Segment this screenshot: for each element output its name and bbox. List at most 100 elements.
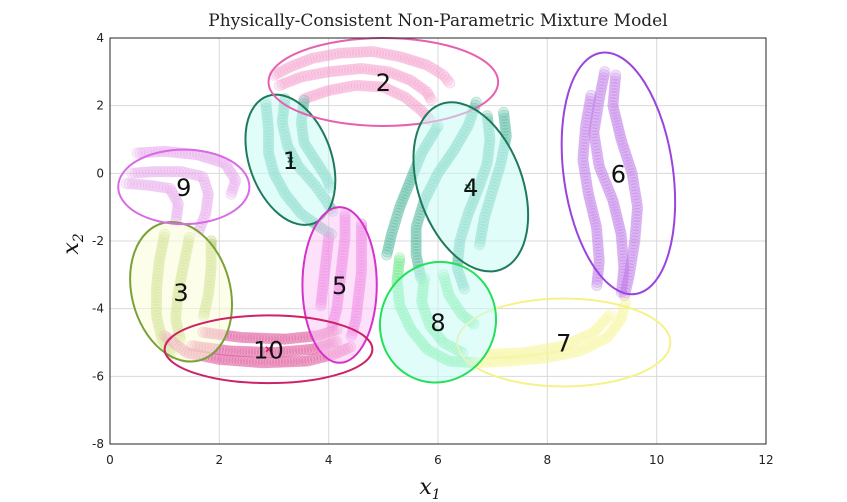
trajectory-point bbox=[393, 261, 405, 273]
trajectory-point bbox=[613, 125, 625, 137]
trajectory-point bbox=[610, 320, 622, 332]
trajectory-point bbox=[629, 235, 641, 247]
trajectory-point bbox=[396, 71, 409, 83]
trajectory-point bbox=[631, 210, 643, 222]
trajectory-point bbox=[314, 87, 327, 99]
trajectory-point bbox=[295, 56, 307, 69]
trajectory-point bbox=[127, 178, 139, 190]
trajectory-point bbox=[544, 351, 556, 363]
trajectory-point bbox=[235, 331, 247, 344]
trajectory-point bbox=[592, 240, 604, 252]
trajectory-point bbox=[303, 343, 315, 356]
trajectory-point bbox=[586, 202, 598, 214]
trajectory-point bbox=[612, 317, 624, 330]
trajectory-point bbox=[616, 244, 628, 256]
trajectory-point bbox=[592, 99, 604, 111]
trajectory-point bbox=[552, 341, 564, 353]
trajectory-point bbox=[444, 77, 456, 89]
trajectory-point bbox=[592, 264, 604, 276]
trajectory-point bbox=[402, 53, 414, 65]
trajectory-point bbox=[382, 243, 394, 255]
trajectory-point bbox=[612, 119, 624, 132]
trajectory-point bbox=[304, 354, 316, 366]
y-tick-label: -2 bbox=[92, 234, 104, 248]
trajectory-point bbox=[354, 46, 367, 58]
trajectory-point bbox=[614, 225, 627, 238]
trajectory-point bbox=[556, 349, 568, 361]
trajectory-point bbox=[565, 347, 577, 359]
trajectory-point bbox=[384, 234, 396, 246]
trajectory-point bbox=[610, 208, 622, 221]
trajectory-point bbox=[289, 355, 301, 368]
trajectory-point bbox=[541, 352, 553, 364]
trajectory-point bbox=[368, 80, 380, 93]
trajectory-point bbox=[391, 210, 403, 222]
trajectory-point bbox=[631, 198, 643, 210]
trajectory-point bbox=[223, 164, 236, 177]
trajectory-point bbox=[630, 213, 643, 226]
trajectory-point bbox=[309, 52, 321, 64]
trajectory-point bbox=[298, 70, 310, 82]
trajectory-point bbox=[609, 203, 621, 215]
trajectory-point bbox=[547, 350, 559, 363]
trajectory-point bbox=[579, 342, 592, 354]
trajectory-point bbox=[425, 94, 437, 106]
trajectory-point bbox=[616, 240, 628, 253]
trajectory-point bbox=[395, 198, 407, 211]
trajectory-point bbox=[201, 196, 213, 208]
trajectory-point bbox=[301, 92, 313, 104]
trajectory-point bbox=[312, 51, 324, 63]
trajectory-point bbox=[569, 335, 581, 347]
trajectory-point bbox=[553, 349, 565, 361]
trajectory-point bbox=[588, 213, 601, 225]
trajectory-point bbox=[603, 186, 616, 198]
trajectory-point bbox=[288, 332, 300, 344]
trajectory-point bbox=[627, 173, 639, 186]
trajectory-point bbox=[229, 331, 241, 343]
trajectory-0 bbox=[268, 45, 456, 89]
trajectory-point bbox=[378, 48, 391, 60]
trajectory-point bbox=[200, 182, 213, 194]
trajectory-point bbox=[309, 89, 321, 101]
trajectory-point bbox=[630, 192, 642, 204]
trajectory-point bbox=[257, 357, 269, 369]
trajectory-point bbox=[295, 71, 307, 83]
trajectory-29 bbox=[120, 177, 184, 227]
trajectory-point bbox=[590, 142, 602, 154]
y-axis-label: x2 bbox=[59, 233, 87, 254]
trajectory-point bbox=[405, 74, 417, 86]
trajectory-point bbox=[415, 105, 428, 117]
trajectory-point bbox=[622, 275, 634, 287]
trajectory-point bbox=[494, 355, 506, 368]
trajectory-point bbox=[155, 181, 167, 193]
trajectory-point bbox=[154, 166, 166, 178]
trajectory-point bbox=[248, 356, 260, 368]
trajectory-point bbox=[579, 129, 591, 141]
cluster-label-4: 4 bbox=[463, 174, 478, 202]
trajectory-point bbox=[559, 348, 571, 360]
trajectory-point bbox=[626, 167, 638, 179]
trajectory-point bbox=[625, 164, 637, 177]
trajectory-point bbox=[599, 175, 611, 187]
y-tick-label: 4 bbox=[96, 31, 104, 45]
trajectory-point bbox=[497, 355, 509, 367]
trajectory-point bbox=[411, 101, 423, 113]
trajectory-point bbox=[337, 64, 350, 76]
trajectory-point bbox=[584, 92, 597, 105]
trajectory-point bbox=[310, 68, 323, 80]
trajectory-point bbox=[393, 258, 405, 270]
trajectory-point bbox=[631, 201, 644, 213]
trajectory-point bbox=[181, 167, 193, 179]
trajectory-point bbox=[222, 354, 234, 366]
trajectory-point bbox=[200, 202, 213, 214]
trajectory-point bbox=[292, 355, 304, 368]
trajectory-point bbox=[410, 224, 422, 237]
trajectory-point bbox=[598, 172, 610, 184]
trajectory-point bbox=[365, 80, 377, 92]
trajectory-point bbox=[396, 90, 409, 102]
trajectory-point bbox=[607, 93, 620, 106]
trajectory-point bbox=[355, 62, 368, 75]
trajectory-point bbox=[617, 265, 630, 277]
trajectory-point bbox=[608, 105, 620, 117]
trajectory-point bbox=[385, 67, 398, 79]
